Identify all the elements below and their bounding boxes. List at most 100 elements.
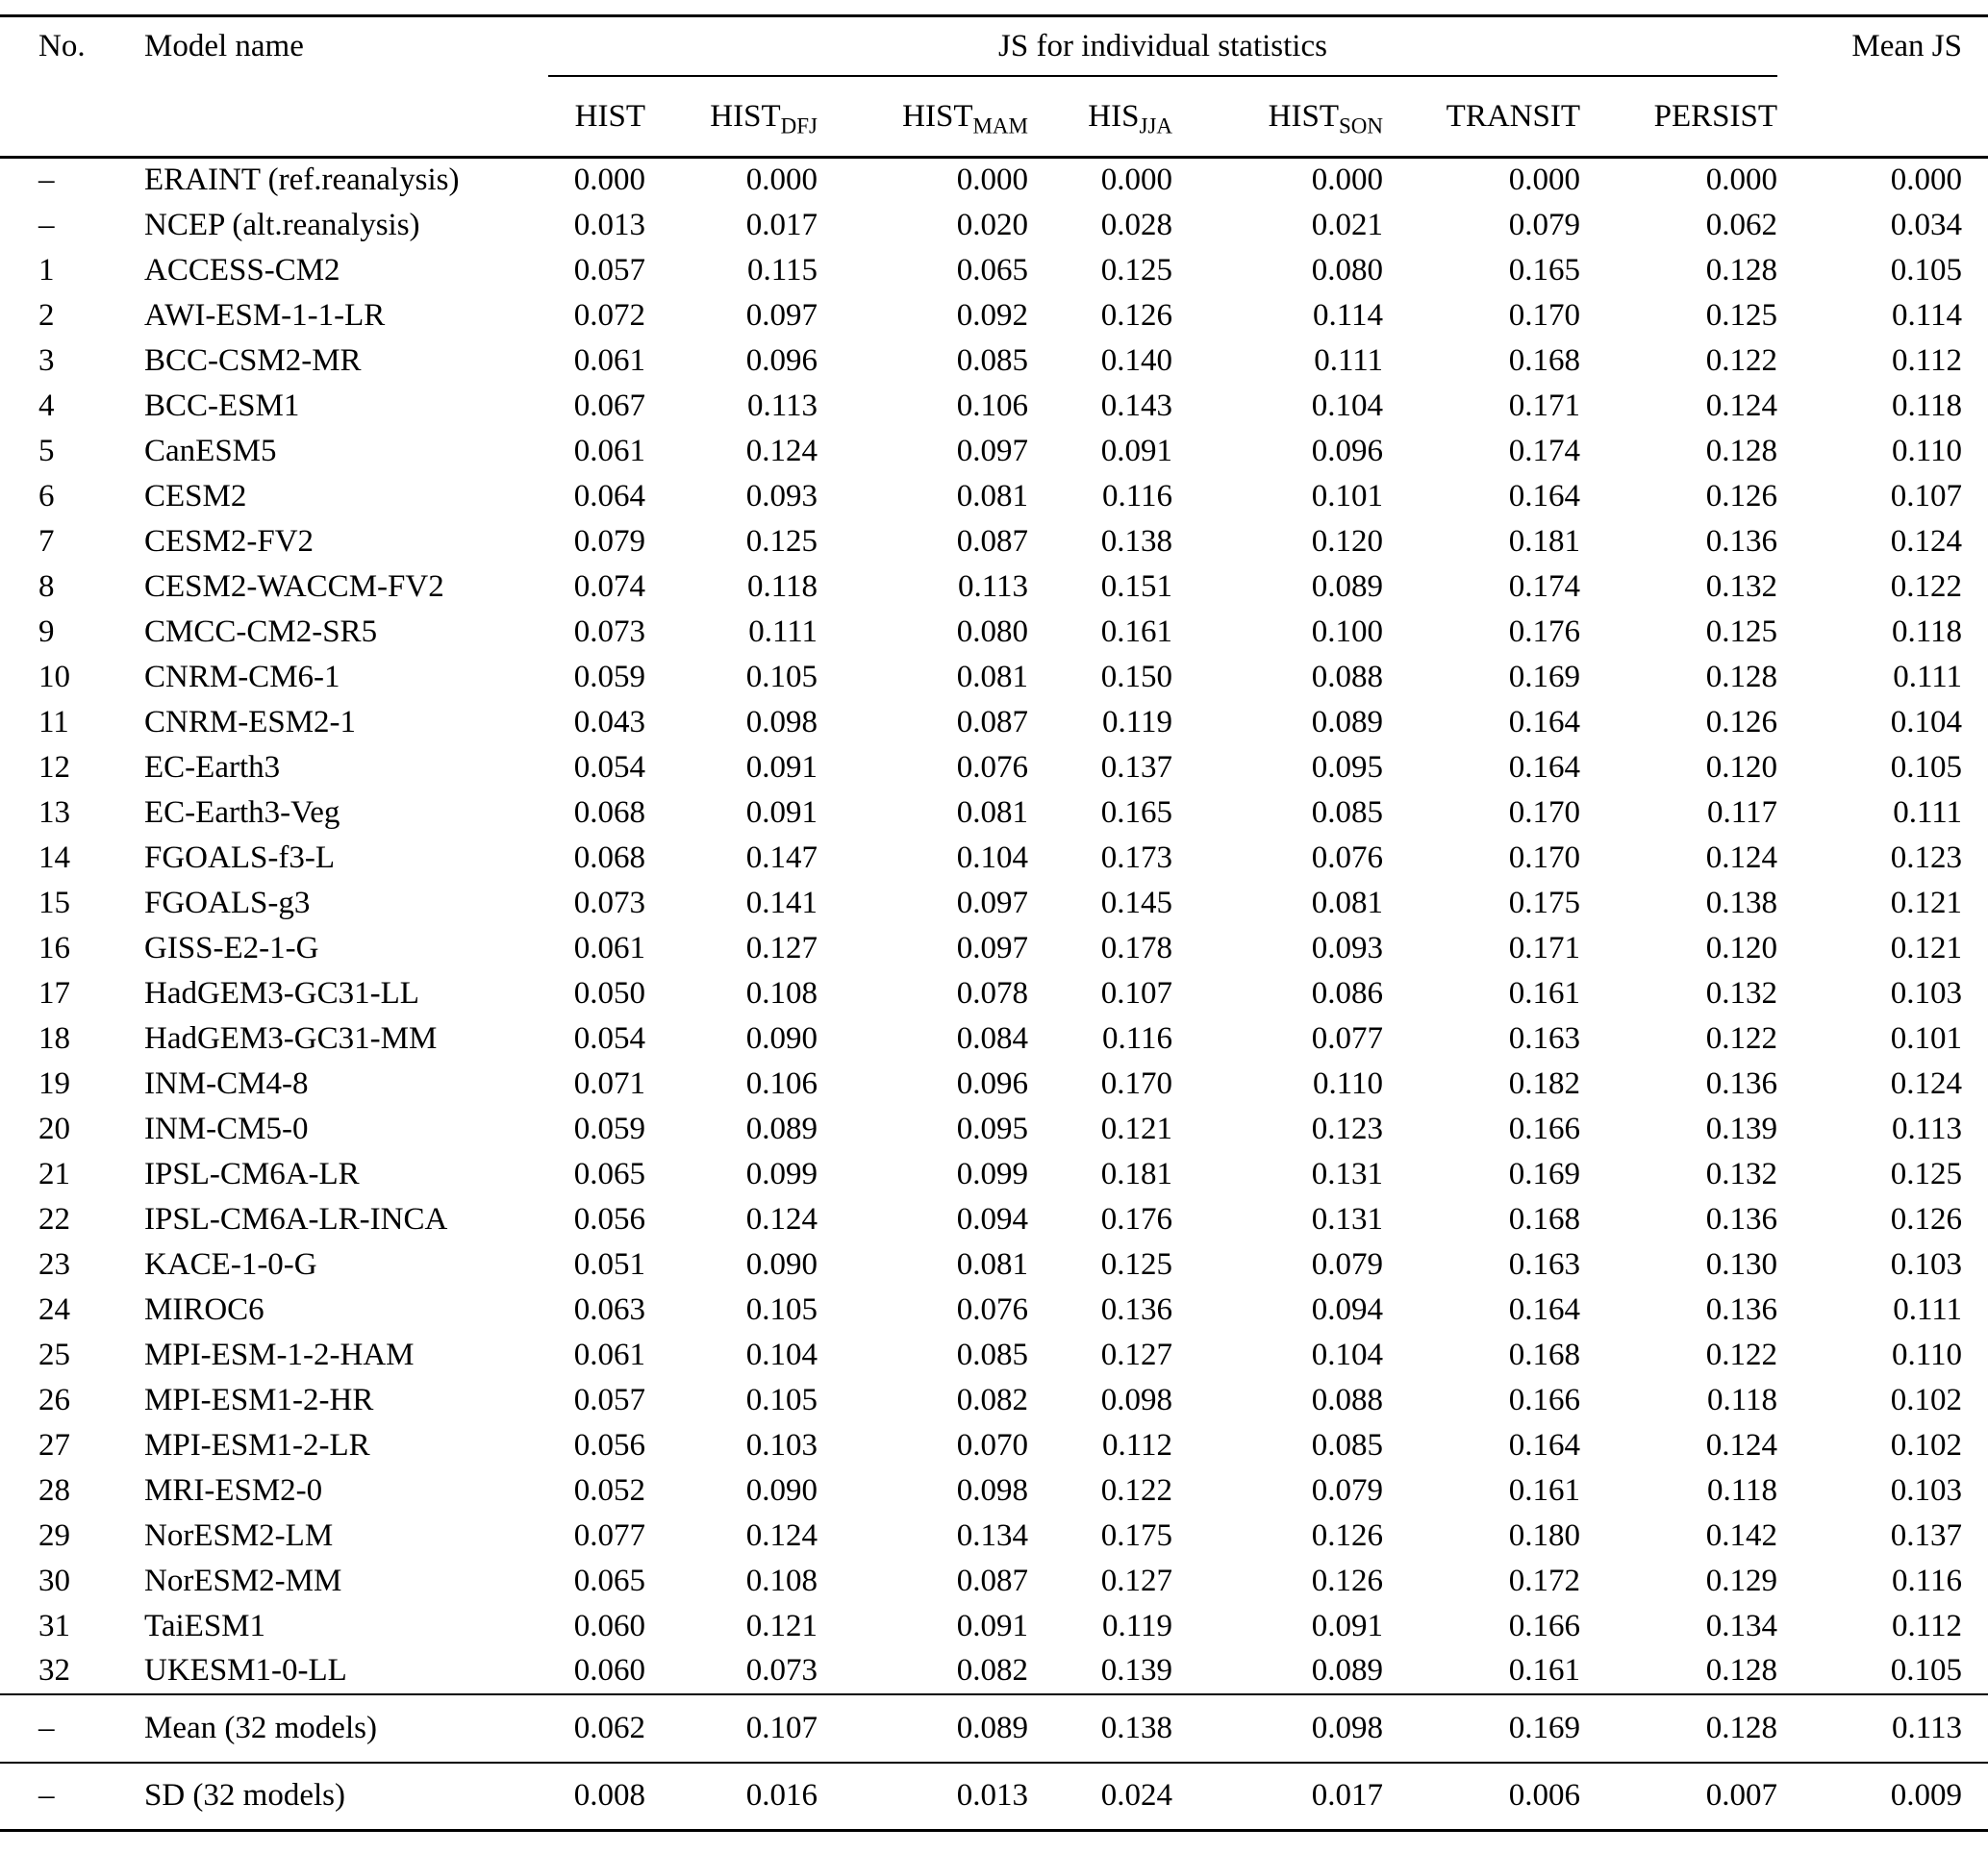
cell-model-name: EC-Earth3	[144, 749, 281, 785]
cell-no: 15	[38, 885, 70, 920]
cell-value: 0.113	[1891, 1111, 1963, 1146]
table-row: 28 MRI-ESM2-0 0.052 0.090 0.098 0.122 0.079 0.1…	[0, 1468, 1988, 1514]
cell-model-name: CNRM-ESM2-1	[144, 704, 357, 739]
cell-model-name: MPI-ESM-1-2-HAM	[144, 1337, 415, 1372]
cell-no: 18	[38, 1020, 70, 1056]
cell-value: 0.085	[1311, 1427, 1383, 1463]
stat-label: HIS	[1088, 98, 1140, 134]
cell-value: 0.103	[745, 1427, 818, 1463]
cell-value: 0.051	[573, 1246, 645, 1282]
table-header: No. Model name JS for individual statist…	[0, 15, 1988, 158]
cell-value: 0.174	[1508, 433, 1580, 468]
cell-value: 0.024	[1100, 1778, 1172, 1814]
cell-no: 24	[38, 1291, 70, 1327]
cell-value: 0.007	[1705, 1778, 1778, 1814]
cell-value: 0.169	[1508, 659, 1580, 694]
cell-value: 0.138	[1705, 885, 1778, 920]
cell-value: 0.170	[1508, 297, 1580, 333]
table-row: 29 NorESM2-LM 0.077 0.124 0.134 0.175 0.126 0.1…	[0, 1514, 1988, 1559]
cell-value: 0.065	[573, 1563, 645, 1598]
sd-row: – SD (32 models) 0.008 0.016 0.013 0.024 0.017…	[0, 1763, 1988, 1831]
cell-value: 0.138	[1100, 523, 1172, 559]
cell-value: 0.111	[1893, 1291, 1963, 1327]
cell-value: 0.028	[1100, 207, 1172, 242]
stat-label-subscript: DFJ	[780, 113, 818, 138]
cell-value: 0.071	[573, 1065, 645, 1101]
cell-model-name: IPSL-CM6A-LR-INCA	[144, 1201, 448, 1237]
cell-value: 0.013	[573, 207, 645, 242]
cell-value: 0.123	[1890, 839, 1963, 875]
cell-value: 0.000	[1100, 163, 1172, 198]
cell-value: 0.120	[1311, 523, 1383, 559]
cell-value: 0.111	[1893, 659, 1963, 694]
cell-value: 0.084	[956, 1020, 1028, 1056]
table-row: 11 CNRM-ESM2-1 0.043 0.098 0.087 0.119 0.089 0.…	[0, 700, 1988, 745]
cell-value: 0.099	[956, 1156, 1028, 1191]
cell-model-name: CESM2-WACCM-FV2	[144, 568, 444, 604]
cell-value: 0.060	[573, 1608, 645, 1643]
cell-value: 0.147	[745, 839, 818, 875]
cell-value: 0.088	[1311, 1382, 1383, 1417]
cell-value: 0.103	[1890, 1246, 1963, 1282]
cell-value: 0.128	[1705, 1653, 1778, 1688]
cell-value: 0.116	[1891, 1563, 1963, 1598]
table-row: – NCEP (alt.reanalysis) 0.013 0.017 0.020 0.0…	[0, 203, 1988, 248]
cell-value: 0.095	[1311, 749, 1383, 785]
cell-value: 0.151	[1100, 568, 1172, 604]
cell-value: 0.081	[956, 794, 1028, 830]
cell-no: 20	[38, 1111, 70, 1146]
cell-value: 0.161	[1508, 975, 1580, 1011]
cell-model-name: HadGEM3-GC31-LL	[144, 975, 419, 1011]
cell-model-name: NorESM2-LM	[144, 1517, 334, 1553]
cell-value: 0.121	[1890, 885, 1963, 920]
cell-value: 0.072	[573, 297, 645, 333]
cell-no: 21	[38, 1156, 70, 1191]
cell-value: 0.102	[1890, 1427, 1963, 1463]
cell-value: 0.142	[1705, 1517, 1778, 1553]
cell-value: 0.068	[573, 839, 645, 875]
table-row: 13 EC-Earth3-Veg 0.068 0.091 0.081 0.165 0.085…	[0, 790, 1988, 836]
cell-value: 0.098	[745, 704, 818, 739]
cell-model-name: IPSL-CM6A-LR	[144, 1156, 360, 1191]
table-row: 30 NorESM2-MM 0.065 0.108 0.087 0.127 0.126 0.1…	[0, 1559, 1988, 1604]
cell-value: 0.172	[1508, 1563, 1580, 1598]
cell-value: 0.000	[1705, 163, 1778, 198]
cell-value: 0.163	[1508, 1246, 1580, 1282]
table-row: 1 ACCESS-CM2 0.057 0.115 0.065 0.125 0.080 0.16…	[0, 248, 1988, 293]
cell-model-name: ACCESS-CM2	[144, 252, 340, 288]
cell-value: 0.059	[573, 1111, 645, 1146]
cell-value: 0.101	[1311, 478, 1383, 514]
cell-value: 0.168	[1508, 1337, 1580, 1372]
cell-value: 0.125	[1705, 614, 1778, 649]
cell-no: 27	[38, 1427, 70, 1463]
cell-value: 0.017	[1311, 1778, 1383, 1814]
cell-value: 0.168	[1508, 342, 1580, 378]
cell-value: 0.139	[1705, 1111, 1778, 1146]
cell-value: 0.128	[1705, 252, 1778, 288]
cell-value: 0.095	[956, 1111, 1028, 1146]
stat-label-subscript: JJA	[1139, 113, 1172, 138]
cell-value: 0.008	[573, 1778, 645, 1814]
cell-value: 0.082	[956, 1653, 1028, 1688]
cell-no: 25	[38, 1337, 70, 1372]
cell-no: 26	[38, 1382, 70, 1417]
table-row: 18 HadGEM3-GC31-MM 0.054 0.090 0.084 0.116 0.0…	[0, 1016, 1988, 1062]
cell-value: 0.111	[1893, 794, 1963, 830]
cell-no: 32	[38, 1653, 70, 1688]
cell-value: 0.136	[1705, 1201, 1778, 1237]
cell-value: 0.126	[1311, 1563, 1383, 1598]
cell-value: 0.136	[1705, 1065, 1778, 1101]
cell-value: 0.176	[1100, 1201, 1172, 1237]
cell-value: 0.138	[1100, 1710, 1172, 1745]
cell-value: 0.077	[1311, 1020, 1383, 1056]
cell-no: 7	[38, 523, 55, 559]
table-row: 21 IPSL-CM6A-LR 0.065 0.099 0.099 0.181 0.131 0…	[0, 1152, 1988, 1197]
cell-value: 0.021	[1311, 207, 1383, 242]
cell-value: 0.164	[1508, 749, 1580, 785]
table-row: – ERAINT (ref.reanalysis) 0.000 0.000 0.000 0…	[0, 158, 1988, 203]
cell-value: 0.119	[1101, 1608, 1172, 1643]
cell-value: 0.125	[1100, 1246, 1172, 1282]
cell-value: 0.114	[1312, 297, 1383, 333]
cell-no: 6	[38, 478, 55, 514]
table-row: 27 MPI-ESM1-2-LR 0.056 0.103 0.070 0.112 0.085…	[0, 1423, 1988, 1468]
